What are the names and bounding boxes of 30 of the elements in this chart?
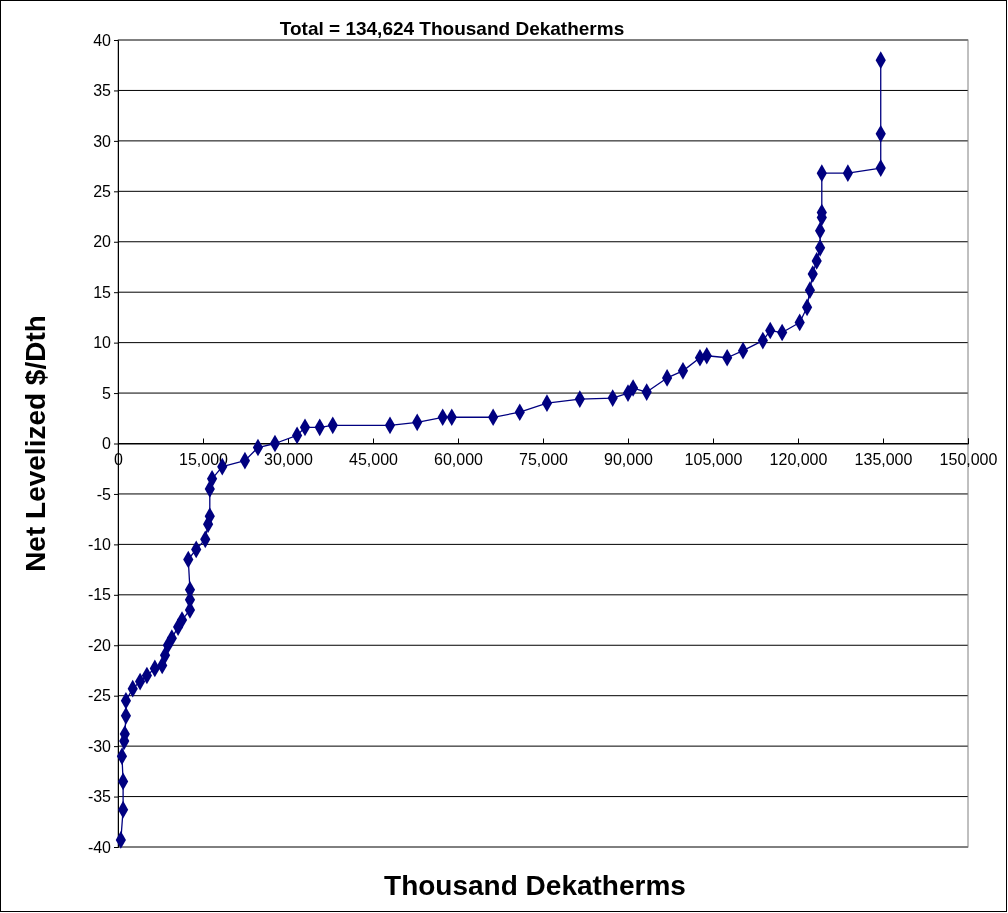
y-tick-label: -15 — [87, 586, 112, 604]
x-tick-label: 120,000 — [769, 450, 828, 468]
y-tick-label: 0 — [102, 435, 112, 453]
y-tick-label: -10 — [87, 535, 112, 553]
x-tick-label: 105,000 — [684, 450, 743, 468]
y-tick-label: -35 — [87, 788, 112, 806]
y-tick-label: -40 — [87, 838, 112, 856]
x-tick-label: 15,000 — [179, 450, 229, 468]
y-tick-label: 10 — [93, 334, 112, 352]
x-axis-title: Thousand Dekatherms — [384, 870, 686, 901]
chart-title: Total = 134,624 Thousand Dekatherms — [279, 18, 625, 39]
y-tick-label: -20 — [87, 636, 112, 654]
y-tick-label: -5 — [96, 485, 112, 503]
y-tick-label: 35 — [93, 82, 112, 100]
y-tick-label: -30 — [87, 737, 112, 755]
x-tick-label: 90,000 — [604, 450, 654, 468]
y-axis-title: Net Levelized $/Dth — [20, 315, 51, 572]
x-tick-label: 135,000 — [854, 450, 913, 468]
y-tick-label: 40 — [93, 31, 112, 49]
x-tick-label: 60,000 — [434, 450, 484, 468]
y-tick-label: -25 — [87, 687, 112, 705]
y-tick-label: 25 — [93, 182, 112, 200]
x-tick-label: 75,000 — [519, 450, 569, 468]
y-tick-label: 30 — [93, 132, 112, 150]
y-tick-label: 20 — [93, 233, 112, 251]
x-tick-label: 45,000 — [349, 450, 399, 468]
y-tick-label: 5 — [102, 384, 112, 402]
x-tick-label: 150,000 — [939, 450, 998, 468]
y-tick-label: 15 — [93, 283, 112, 301]
x-tick-label: 30,000 — [264, 450, 314, 468]
